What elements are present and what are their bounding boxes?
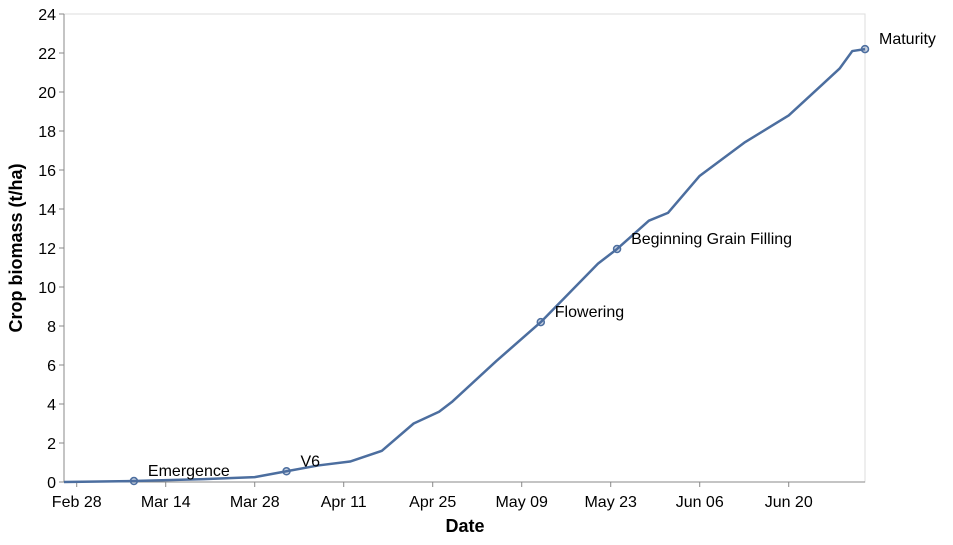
y-tick-label: 20: [38, 85, 56, 102]
x-tick-label: May 09: [495, 494, 548, 511]
stage-marker: [536, 317, 546, 327]
stage-marker: [129, 476, 139, 486]
x-tick-label: Jun 06: [676, 494, 724, 511]
y-tick-label: 22: [38, 46, 56, 63]
stage-label: Maturity: [879, 31, 936, 48]
stage-marker: [612, 244, 622, 254]
x-axis-title: Date: [445, 516, 484, 536]
y-tick-label: 14: [38, 202, 56, 219]
x-tick-label: Apr 11: [321, 494, 367, 511]
x-tick-label: Mar 28: [230, 494, 280, 511]
x-tick-label: Apr 25: [409, 494, 456, 511]
stage-marker: [282, 467, 291, 476]
y-tick-label: 24: [38, 7, 56, 24]
x-tick-label: Jun 20: [765, 494, 813, 511]
stage-marker: [860, 44, 870, 54]
y-tick-label: 4: [47, 397, 56, 414]
y-tick-label: 18: [38, 124, 56, 141]
stage-label: Emergence: [148, 463, 230, 480]
line: [63, 47, 866, 484]
x-tick-label: Feb 28: [52, 494, 102, 511]
y-tick-label: 8: [47, 319, 56, 336]
y-tick-label: 0: [47, 475, 56, 492]
y-tick-label: 16: [38, 163, 56, 180]
stage-label: Flowering: [555, 304, 624, 321]
y-tick-label: 6: [47, 358, 56, 375]
y-tick-label: 12: [38, 241, 56, 258]
plot-frame: [63, 13, 866, 483]
stage-label: V6: [301, 453, 321, 470]
y-tick-label: 10: [38, 280, 56, 297]
y-axis-title: Crop biomass (t/ha): [6, 163, 26, 332]
stage-label: Beginning Grain Filling: [631, 231, 792, 248]
x-tick-label: May 23: [584, 494, 637, 511]
y-tick-label: 2: [47, 436, 56, 453]
x-tick-label: Mar 14: [141, 494, 191, 511]
